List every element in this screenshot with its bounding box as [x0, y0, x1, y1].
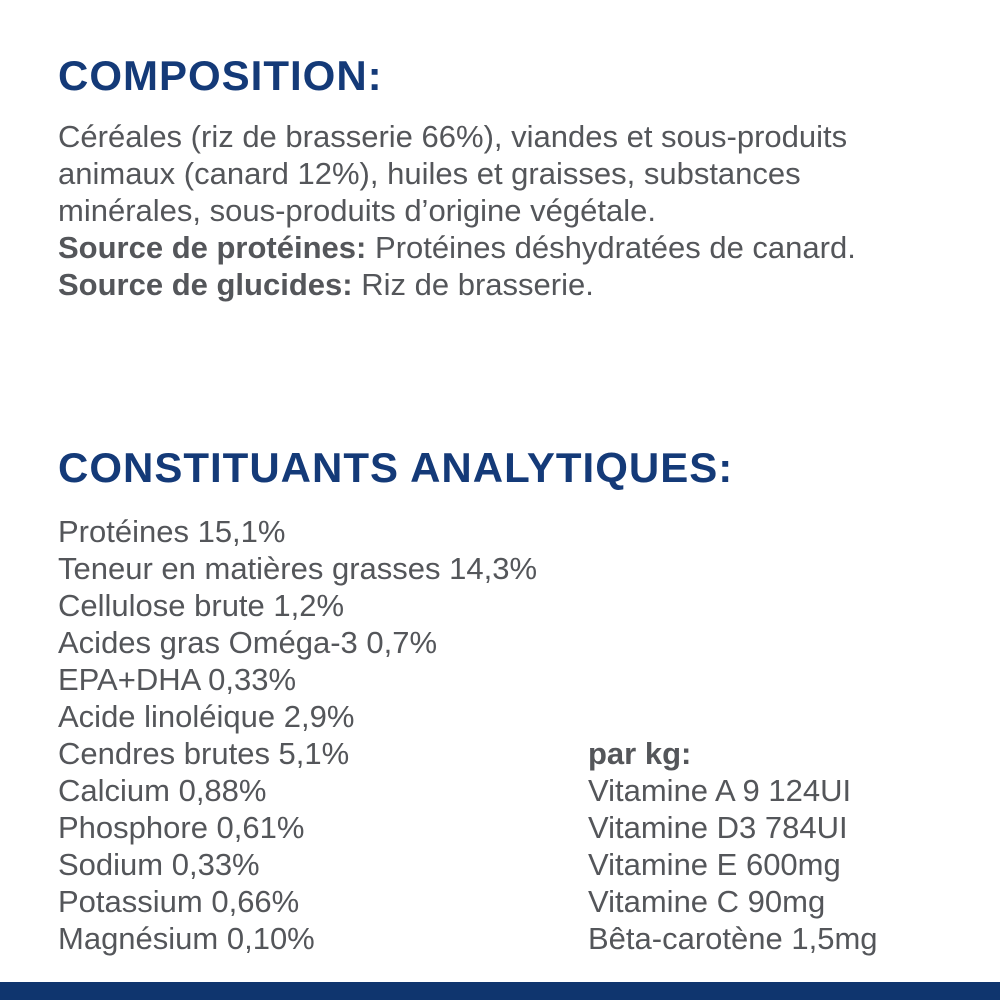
constituent-item: Sodium 0,33%: [58, 847, 260, 882]
carb-source-value: Riz de brasserie.: [361, 267, 594, 302]
carb-source-line: Source de glucides: Riz de brasserie.: [58, 266, 958, 303]
per-kg-block: par kg: Vitamine A 9 124UI Vitamine D3 78…: [588, 735, 968, 957]
constituent-item: Magnésium 0,10%: [58, 921, 315, 956]
per-kg-item: Vitamine C 90mg: [588, 884, 826, 919]
bottom-navy-bar: [0, 982, 1000, 1000]
constituent-item: Calcium 0,88%: [58, 773, 267, 808]
constituent-item: Cellulose brute 1,2%: [58, 588, 345, 623]
protein-source-label: Source de protéines:: [58, 230, 367, 265]
per-kg-item: Vitamine D3 784UI: [588, 810, 848, 845]
per-kg-label: par kg:: [588, 736, 692, 771]
composition-heading: COMPOSITION:: [58, 52, 383, 99]
composition-body-line: minérales, sous-produits d’origine végét…: [58, 193, 656, 228]
per-kg-item: Bêta-carotène 1,5mg: [588, 921, 878, 956]
composition-body-line: animaux (canard 12%), huiles et graisses…: [58, 156, 801, 191]
composition-body-line: Céréales (riz de brasserie 66%), viandes…: [58, 119, 848, 154]
per-kg-item: Vitamine E 600mg: [588, 847, 841, 882]
constituent-item: Cendres brutes 5,1%: [58, 736, 350, 771]
analytical-constituents-heading: CONSTITUANTS ANALYTIQUES:: [58, 444, 734, 491]
composition-text-block: Céréales (riz de brasserie 66%), viandes…: [58, 118, 958, 303]
constituents-list: Protéines 15,1% Teneur en matières grasse…: [58, 513, 598, 957]
constituent-item: Potassium 0,66%: [58, 884, 300, 919]
constituent-item: Acide linoléique 2,9%: [58, 699, 355, 734]
constituent-item: Phosphore 0,61%: [58, 810, 305, 845]
protein-source-line: Source de protéines: Protéines déshydraté…: [58, 229, 958, 266]
per-kg-item: Vitamine A 9 124UI: [588, 773, 852, 808]
carb-source-label: Source de glucides:: [58, 267, 353, 302]
constituent-item: Acides gras Oméga-3 0,7%: [58, 625, 438, 660]
per-kg-list: Vitamine A 9 124UI Vitamine D3 784UI Vitam…: [588, 772, 968, 957]
constituent-item: Teneur en matières grasses 14,3%: [58, 551, 538, 586]
constituent-item: EPA+DHA 0,33%: [58, 662, 297, 697]
composition-body-lines: Céréales (riz de brasserie 66%), viandes…: [58, 118, 958, 229]
protein-source-value: Protéines déshydratées de canard.: [375, 230, 856, 265]
constituent-item: Protéines 15,1%: [58, 514, 286, 549]
